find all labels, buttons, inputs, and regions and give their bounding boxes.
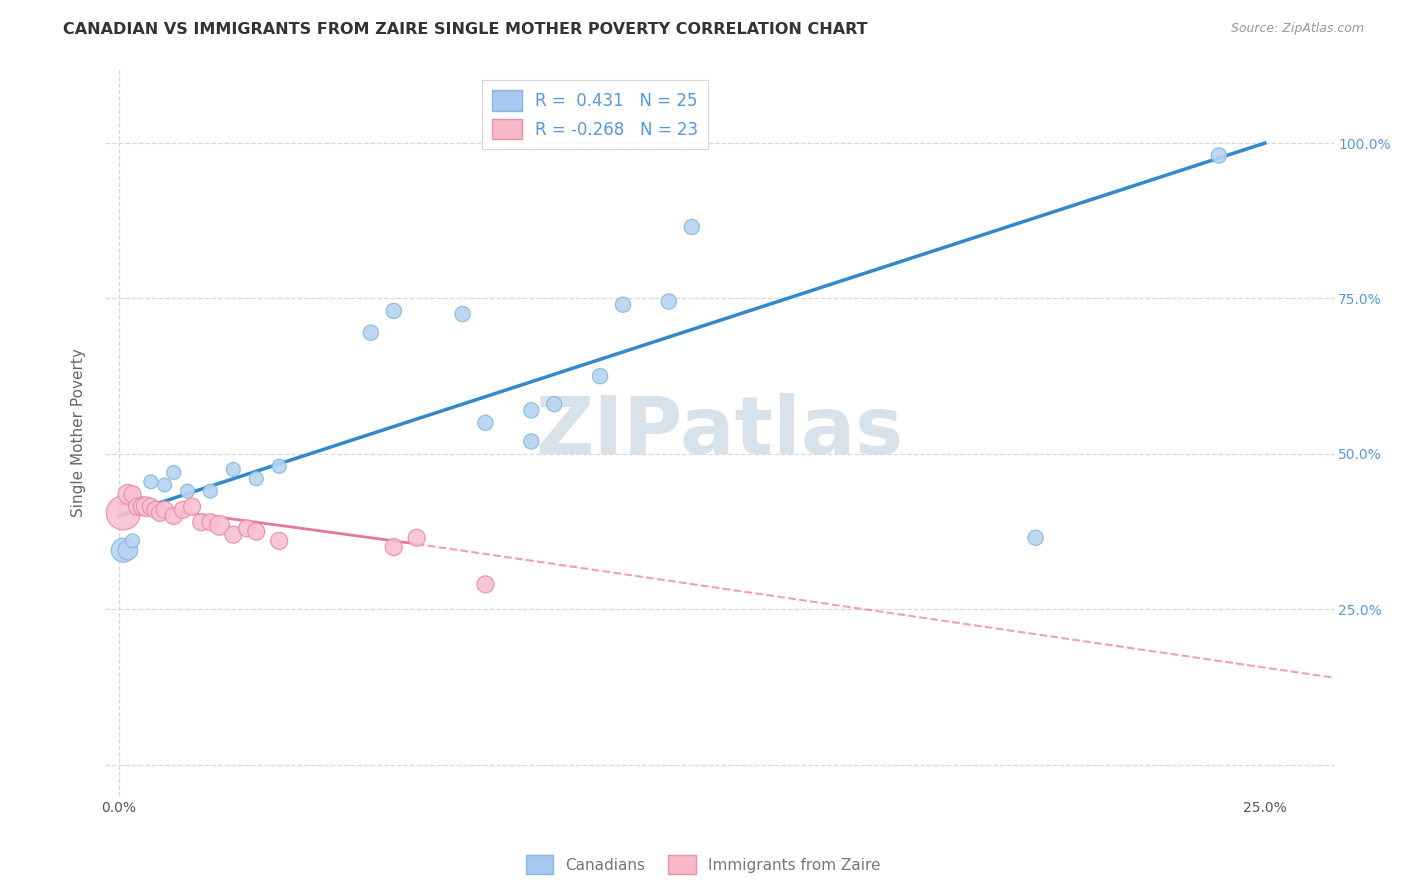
Legend: R =  0.431   N = 25, R = -0.268   N = 23: R = 0.431 N = 25, R = -0.268 N = 23 (482, 80, 709, 150)
Point (245, 472, 267, 486)
Point (117, 543, 139, 558)
Point (117, 487, 139, 501)
Point (145, 503, 167, 517)
Point (405, 531, 427, 545)
Point (222, 527, 245, 541)
Point (200, 484, 222, 499)
Point (208, 518, 231, 533)
Point (1025, 531, 1047, 545)
Point (121, 487, 143, 501)
Point (589, 369, 612, 384)
Point (269, 533, 291, 548)
Point (658, 294, 681, 309)
Point (681, 219, 703, 234)
Point (451, 307, 474, 321)
Point (520, 434, 543, 449)
Point (121, 533, 143, 548)
Point (112, 506, 135, 520)
Legend: Canadians, Immigrants from Zaire: Canadians, Immigrants from Zaire (519, 849, 887, 880)
Point (131, 500, 153, 514)
Y-axis label: Single Mother Poverty: Single Mother Poverty (72, 348, 86, 516)
Point (612, 298, 634, 312)
Point (125, 500, 148, 514)
Point (474, 577, 496, 591)
Point (382, 540, 405, 554)
Point (172, 503, 194, 517)
Point (163, 466, 186, 480)
Point (1208, 148, 1230, 162)
Point (135, 500, 157, 514)
Point (236, 521, 259, 535)
Point (382, 304, 405, 318)
Point (269, 459, 291, 474)
Point (181, 500, 204, 514)
Point (520, 403, 543, 417)
Point (153, 503, 176, 517)
Point (543, 397, 565, 411)
Point (112, 543, 135, 558)
Point (176, 484, 198, 499)
Text: ZIPatlas: ZIPatlas (536, 393, 904, 471)
Point (131, 497, 153, 511)
Point (153, 478, 176, 492)
Point (360, 326, 382, 340)
Point (200, 515, 222, 529)
Point (149, 506, 172, 520)
Text: Source: ZipAtlas.com: Source: ZipAtlas.com (1230, 22, 1364, 36)
Point (163, 508, 186, 523)
Text: CANADIAN VS IMMIGRANTS FROM ZAIRE SINGLE MOTHER POVERTY CORRELATION CHART: CANADIAN VS IMMIGRANTS FROM ZAIRE SINGLE… (63, 22, 868, 37)
Point (222, 462, 245, 476)
Point (139, 500, 162, 514)
Point (474, 416, 496, 430)
Point (190, 515, 212, 529)
Point (245, 524, 267, 539)
Point (139, 475, 162, 489)
